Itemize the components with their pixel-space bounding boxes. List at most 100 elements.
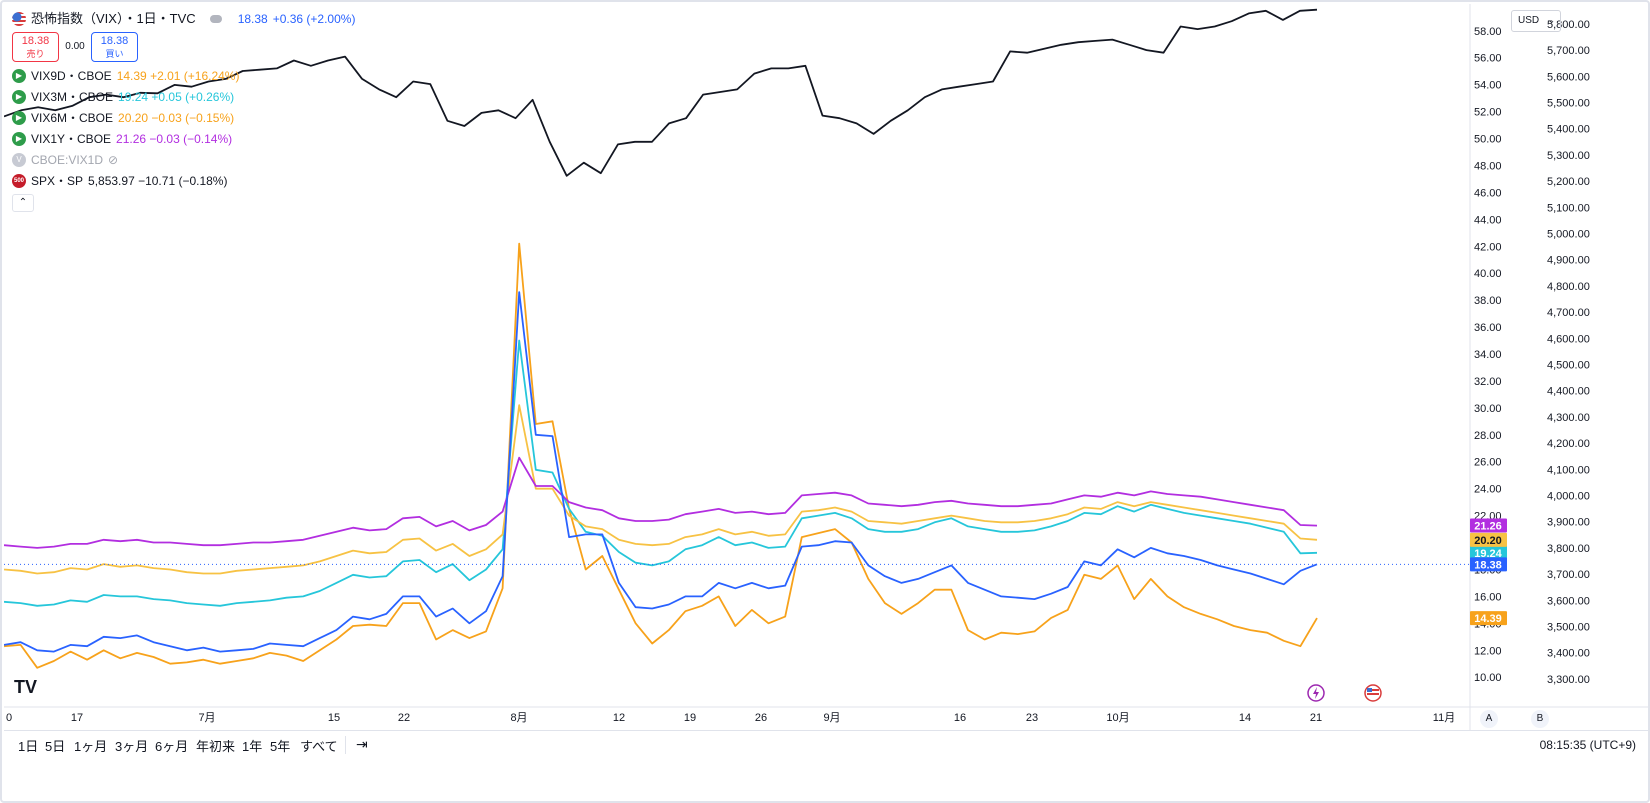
legend-values: 14.39 +2.01 (+16.24%)	[116, 68, 240, 83]
y-tick-left: 30.00	[1474, 403, 1502, 415]
x-tick: 19	[684, 712, 696, 724]
y-tick-right: 3,800.00	[1547, 543, 1590, 555]
legend-row-spx[interactable]: 500 SPX・SP 5,853.97 −10.71 (−0.18%)	[12, 170, 355, 191]
timeframe-1m[interactable]: 1ヶ月	[74, 739, 108, 754]
y-tick-right: 4,000.00	[1547, 490, 1590, 502]
y-tick-left: 10.00	[1474, 672, 1502, 684]
toolbar-divider	[345, 736, 346, 754]
x-tick: 8月	[510, 712, 527, 724]
y-tick-right: 4,700.00	[1547, 307, 1590, 319]
y-tick-right: 5,600.00	[1547, 71, 1590, 83]
legend-ticker: CBOE:VIX1D	[31, 152, 104, 167]
series-line-vix6m[interactable]	[4, 404, 1318, 575]
legend-row-vix6m[interactable]: ▶ VIX6M・CBOE 20.20 −0.03 (−0.15%)	[12, 107, 355, 128]
symbol-title[interactable]: 恐怖指数（VIX）・1日・TVC	[31, 10, 196, 26]
y-tick-left: 16.00	[1474, 591, 1502, 603]
price-tag-vix3m: 19.24	[1470, 545, 1507, 560]
x-tick: 17	[71, 712, 83, 724]
arrow-right-icon[interactable]: ▶	[12, 110, 26, 125]
timeframe-5y[interactable]: 5年	[270, 739, 291, 754]
spread-value: 0.00	[65, 41, 85, 52]
timeframe-ytd[interactable]: 年初来	[196, 739, 236, 754]
y-tick-left: 36.00	[1474, 322, 1502, 334]
y-tick-right: 5,000.00	[1547, 228, 1590, 240]
legend-ticker: SPX・SP	[31, 173, 84, 188]
legend-row-vix1y[interactable]: ▶ VIX1Y・CBOE 21.26 −0.03 (−0.14%)	[12, 128, 355, 149]
axis-auto-button[interactable]: A	[1480, 710, 1498, 728]
main-symbol-row[interactable]: 恐怖指数（VIX）・1日・TVC 18.38 +0.36 (+2.00%)	[12, 8, 355, 29]
y-tick-right: 3,500.00	[1547, 621, 1590, 633]
spx-badge: 500	[12, 173, 26, 188]
price-tag-vix1y: 21.26	[1470, 518, 1507, 533]
axis-log-button[interactable]: B	[1531, 710, 1549, 728]
us-flag-event-icon[interactable]	[1364, 684, 1382, 702]
collapse-legend-button[interactable]: ⌃	[12, 194, 34, 212]
price-tag-label: 21.26	[1474, 521, 1502, 533]
date-range-icon[interactable]: ⇥	[356, 736, 368, 752]
x-tick: 26	[755, 712, 767, 724]
svg-text:TV: TV	[14, 677, 37, 697]
legend-row-vix9d[interactable]: ▶ VIX9D・CBOE 14.39 +2.01 (+16.24%)	[12, 65, 355, 86]
x-tick: 23	[1026, 712, 1038, 724]
series-line-vix9d[interactable]	[4, 242, 1318, 669]
y-tick-right: 3,900.00	[1547, 517, 1590, 529]
legend-ticker: VIX6M・CBOE	[31, 110, 114, 125]
x-tick: 14	[1239, 712, 1251, 724]
timeframe-all[interactable]: すべて	[300, 739, 338, 754]
y-tick-left: 44.00	[1474, 214, 1502, 226]
legend-values: 5,853.97 −10.71 (−0.18%)	[88, 173, 228, 188]
timeframe-5d[interactable]: 5日	[45, 739, 66, 754]
y-tick-right: 3,600.00	[1547, 595, 1590, 607]
y-tick-left: 48.00	[1474, 160, 1502, 172]
arrow-right-icon[interactable]: ▶	[12, 89, 26, 104]
symbol-last: 18.38	[237, 11, 268, 26]
y-tick-right: 4,600.00	[1547, 333, 1590, 345]
arrow-right-icon[interactable]: ▶	[12, 68, 26, 83]
x-tick: 22	[398, 712, 410, 724]
currency-select[interactable]: USD ⌄	[1511, 10, 1561, 32]
legend-values: 20.20 −0.03 (−0.15%)	[118, 110, 235, 125]
x-tick: 10月	[1106, 712, 1129, 724]
price-tag-label: 20.20	[1474, 535, 1502, 547]
chevron-up-icon: ⌃	[18, 197, 28, 208]
y-tick-left: 34.00	[1474, 349, 1502, 361]
price-tag-vix: 18.38	[1470, 557, 1507, 572]
chart-plot[interactable]: 58.00 56.00 54.00 52.00 50.00 48.00 46.00 44.00…	[4, 4, 1650, 730]
legend-row-vix1d[interactable]: V CBOE:VIX1D ⊘	[12, 149, 355, 170]
legend-row-vix3m[interactable]: ▶ VIX3M・CBOE 19.24 +0.05 (+0.26%)	[12, 86, 355, 107]
y-tick-right: 5,800.00	[1547, 19, 1590, 31]
series-line-vix1y[interactable]	[4, 456, 1318, 549]
y-tick-right: 4,800.00	[1547, 281, 1590, 293]
sell-button[interactable]: 18.38 売り	[12, 32, 59, 62]
series-line-spx[interactable]	[4, 8, 1318, 177]
legend-values: 19.24 +0.05 (+0.26%)	[118, 89, 235, 104]
sell-price: 18.38	[21, 35, 50, 47]
timeframe-6m[interactable]: 6ヶ月	[155, 739, 189, 754]
x-tick: 21	[1310, 712, 1322, 724]
x-tick: 15	[328, 712, 340, 724]
lightning-icon[interactable]	[1307, 684, 1325, 702]
series-line-vix[interactable]	[4, 291, 1318, 653]
y-tick-right: 3,400.00	[1547, 648, 1590, 660]
y-tick-left: 52.00	[1474, 107, 1502, 119]
trade-row: 18.38 売り 0.00 18.38 買い	[12, 29, 355, 65]
y-tick-left: 12.00	[1474, 645, 1502, 657]
price-tag-label: 19.24	[1474, 548, 1502, 560]
tradingview-logo: TV	[14, 677, 37, 697]
market-status-icon[interactable]	[209, 14, 222, 23]
symbol-change: +0.36 (+2.00%)	[272, 11, 356, 26]
timeframe-1y[interactable]: 1年	[242, 739, 263, 754]
series-line-vix3m[interactable]	[4, 339, 1318, 607]
timeframe-3m[interactable]: 3ヶ月	[115, 739, 149, 754]
legend-values: 21.26 −0.03 (−0.14%)	[116, 131, 233, 146]
eye-crossed-icon[interactable]: ⊘	[108, 152, 119, 167]
y-tick-right: 4,200.00	[1547, 438, 1590, 450]
buy-button[interactable]: 18.38 買い	[91, 32, 138, 62]
arrow-right-icon[interactable]: ▶	[12, 131, 26, 146]
clock[interactable]: 08:15:35 (UTC+9)	[1539, 738, 1636, 752]
x-tick: 7月	[198, 712, 215, 724]
x-tick: 11月	[1433, 712, 1455, 724]
x-tick: 0	[6, 712, 12, 724]
timeframe-1d[interactable]: 1日	[18, 739, 39, 754]
